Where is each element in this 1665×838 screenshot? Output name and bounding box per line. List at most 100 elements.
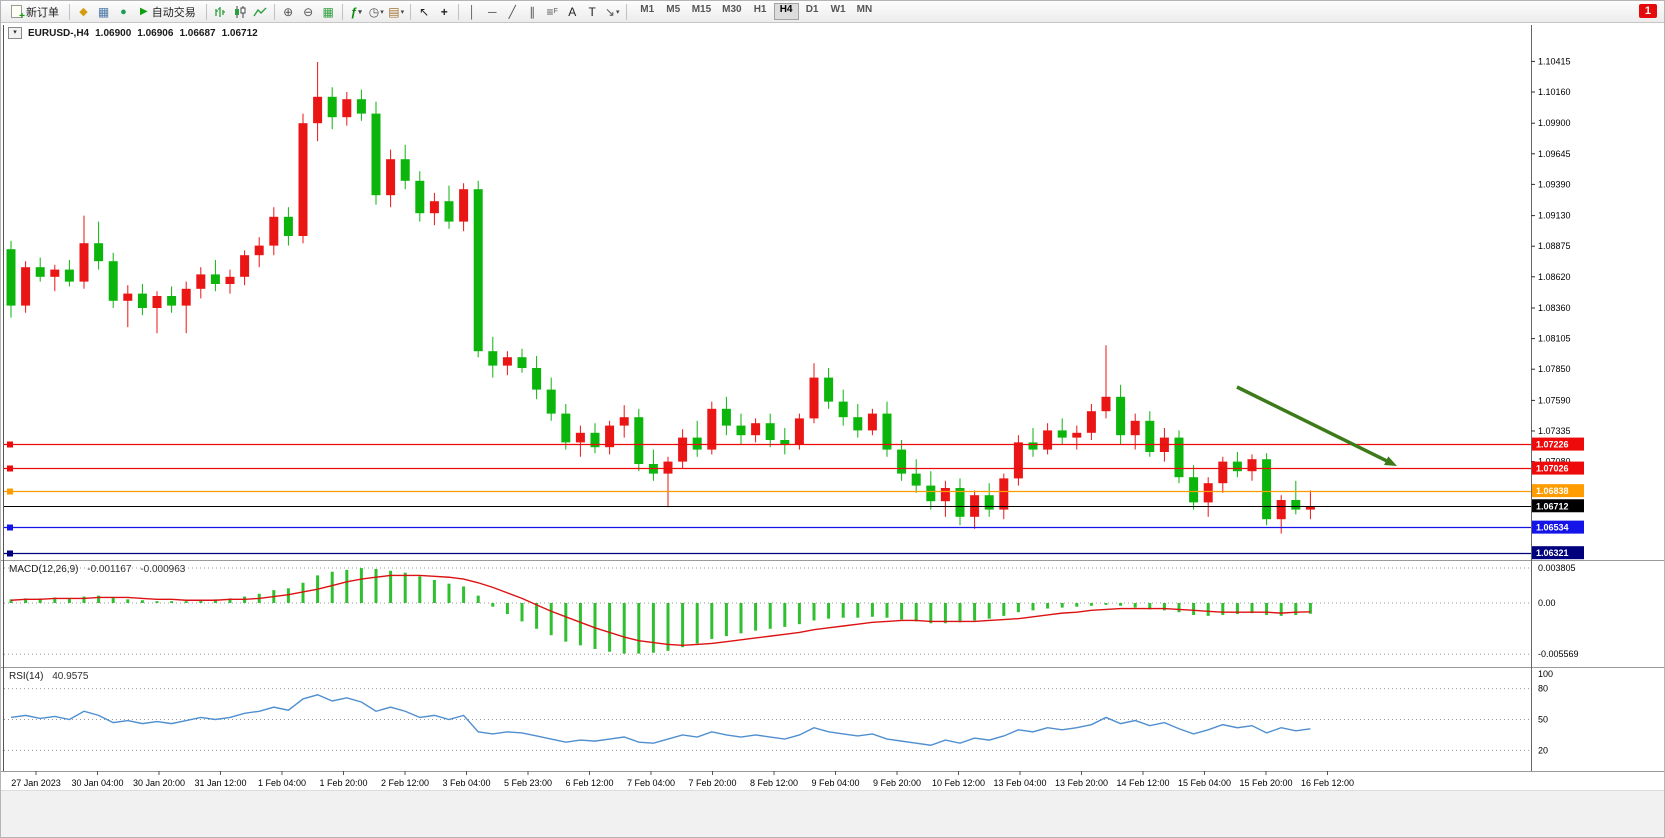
svg-text:1.08875: 1.08875 [1538, 241, 1571, 251]
trendline-icon[interactable]: ╱ [508, 4, 516, 19]
horizontal-line-icon[interactable]: ─ [487, 4, 497, 19]
ohlc-open: 1.06900 [95, 27, 132, 39]
svg-text:15 Feb 20:00: 15 Feb 20:00 [1239, 778, 1292, 788]
candlestick-chart-icon[interactable] [231, 2, 250, 21]
svg-text:27 Jan 2023: 27 Jan 2023 [11, 778, 61, 788]
zoom-out-icon[interactable]: ⊖ [303, 4, 314, 19]
market-watch-icon[interactable]: ● [120, 5, 127, 18]
macd-label: MACD(12,26,9) -0.001167 -0.000963 [9, 564, 185, 575]
macd-name: MACD(12,26,9) [9, 564, 79, 575]
tf-m1[interactable]: M1 [640, 4, 655, 15]
new-order-button[interactable]: 新订单 [5, 2, 65, 22]
svg-text:7 Feb 20:00: 7 Feb 20:00 [688, 778, 736, 788]
chart-header: ▾ EURUSD-,H4 1.06900 1.06906 1.06687 1.0… [8, 27, 258, 39]
svg-text:1.09130: 1.09130 [1538, 211, 1571, 221]
vertical-line-icon[interactable]: │ [468, 4, 476, 19]
text-icon[interactable]: A [568, 4, 577, 19]
tf-m5[interactable]: M5 [666, 4, 681, 15]
svg-text:0.003805: 0.003805 [1538, 563, 1576, 573]
chevron-down-icon: ▾ [380, 8, 384, 16]
svg-text:30 Jan 20:00: 30 Jan 20:00 [133, 778, 185, 788]
svg-text:20: 20 [1538, 745, 1548, 755]
rsi-value: 40.9575 [52, 671, 89, 682]
ohlc-low: 1.06687 [179, 27, 216, 39]
svg-text:1.07026: 1.07026 [1536, 464, 1569, 474]
svg-text:0.00: 0.00 [1538, 598, 1556, 608]
svg-text:6 Feb 12:00: 6 Feb 12:00 [565, 778, 613, 788]
tf-mn[interactable]: MN [856, 4, 873, 15]
auto-trading-label: 自动交易 [151, 6, 196, 19]
chevron-down-icon: ▾ [615, 8, 620, 16]
toolbar-separator [457, 3, 459, 20]
symbol-title: EURUSD-,H4 [28, 27, 90, 39]
zoom-in-icon[interactable]: ⊕ [283, 4, 294, 19]
macd-signal-value: -0.000963 [140, 564, 186, 575]
channel-icon[interactable]: ∥ [529, 4, 536, 19]
svg-text:10 Feb 12:00: 10 Feb 12:00 [932, 778, 985, 788]
toolbar-separator [625, 3, 627, 20]
svg-text:1.06838: 1.06838 [1536, 486, 1569, 496]
tf-d1[interactable]: D1 [805, 4, 819, 15]
auto-trading-button[interactable]: ▶ 自动交易 [134, 2, 202, 21]
svg-text:1 Feb 20:00: 1 Feb 20:00 [319, 778, 367, 788]
svg-text:-0.005569: -0.005569 [1538, 649, 1579, 659]
svg-text:8 Feb 12:00: 8 Feb 12:00 [750, 778, 798, 788]
svg-text:13 Feb 04:00: 13 Feb 04:00 [993, 778, 1046, 788]
svg-text:15 Feb 04:00: 15 Feb 04:00 [1178, 778, 1231, 788]
svg-text:1.07335: 1.07335 [1538, 426, 1571, 436]
toolbar-separator [69, 3, 70, 20]
text-label-icon[interactable]: T [588, 4, 596, 19]
tf-w1[interactable]: W1 [830, 4, 846, 15]
notification-badge[interactable]: 1 [1638, 4, 1657, 18]
line-chart-icon[interactable] [251, 2, 270, 21]
tf-h4[interactable]: H4 [773, 3, 799, 20]
tf-h1[interactable]: H1 [753, 4, 767, 15]
svg-text:80: 80 [1538, 684, 1548, 694]
svg-text:3 Feb 04:00: 3 Feb 04:00 [442, 778, 490, 788]
svg-text:1.07226: 1.07226 [1536, 440, 1569, 450]
rsi-label: RSI(14) 40.9575 [9, 671, 88, 682]
svg-text:16 Feb 12:00: 16 Feb 12:00 [1301, 778, 1354, 788]
svg-text:1.08105: 1.08105 [1538, 334, 1571, 344]
indicators-icon[interactable]: ƒ ▾ [350, 4, 362, 19]
macd-main-value: -0.001167 [87, 564, 132, 575]
cursor-icon[interactable]: ↖ [419, 4, 430, 19]
bar-chart-icon[interactable] [211, 2, 230, 21]
crosshair-icon[interactable]: + [440, 4, 448, 19]
svg-text:30 Jan 04:00: 30 Jan 04:00 [71, 778, 123, 788]
svg-text:9 Feb 04:00: 9 Feb 04:00 [811, 778, 859, 788]
new-chart-icon[interactable]: ▦ [97, 4, 110, 19]
toolbar-separator [205, 3, 207, 20]
bottom-strip [1, 790, 1664, 837]
fibonacci-icon[interactable]: ≡ F [546, 4, 558, 19]
svg-text:1.08620: 1.08620 [1538, 272, 1571, 282]
arrows-tool-icon[interactable]: ↘ ▾ [604, 4, 620, 19]
toolbar-separator [341, 3, 343, 20]
mql-wizard-icon[interactable]: ◆ [79, 6, 88, 18]
tf-m15[interactable]: M15 [691, 4, 712, 15]
svg-text:2 Feb 12:00: 2 Feb 12:00 [381, 778, 429, 788]
svg-text:50: 50 [1538, 715, 1548, 725]
new-order-label: 新订单 [26, 6, 59, 19]
svg-text:5 Feb 23:00: 5 Feb 23:00 [504, 778, 552, 788]
toolbar-separator [409, 3, 411, 20]
templates-icon[interactable]: ▤ ▾ [388, 4, 405, 19]
svg-text:9 Feb 20:00: 9 Feb 20:00 [873, 778, 921, 788]
svg-text:1.06534: 1.06534 [1536, 523, 1569, 533]
svg-text:1.07850: 1.07850 [1538, 364, 1571, 374]
svg-text:14 Feb 12:00: 14 Feb 12:00 [1116, 778, 1169, 788]
tile-windows-icon[interactable]: ▦ [322, 4, 334, 19]
timeframe-group: M1 M5 M15 M30 H1 H4 D1 W1 MN [635, 3, 877, 20]
svg-text:7 Feb 04:00: 7 Feb 04:00 [627, 778, 675, 788]
periods-icon[interactable]: ◷ ▾ [368, 4, 384, 19]
toolbar-separator [273, 3, 275, 20]
svg-text:13 Feb 20:00: 13 Feb 20:00 [1055, 778, 1108, 788]
chart-menu-button[interactable]: ▾ [8, 27, 22, 39]
svg-text:1 Feb 04:00: 1 Feb 04:00 [258, 778, 306, 788]
svg-text:31 Jan 12:00: 31 Jan 12:00 [194, 778, 246, 788]
tf-m30[interactable]: M30 [722, 4, 742, 15]
chevron-down-icon: ▾ [358, 8, 362, 16]
svg-text:1.10160: 1.10160 [1538, 87, 1571, 97]
